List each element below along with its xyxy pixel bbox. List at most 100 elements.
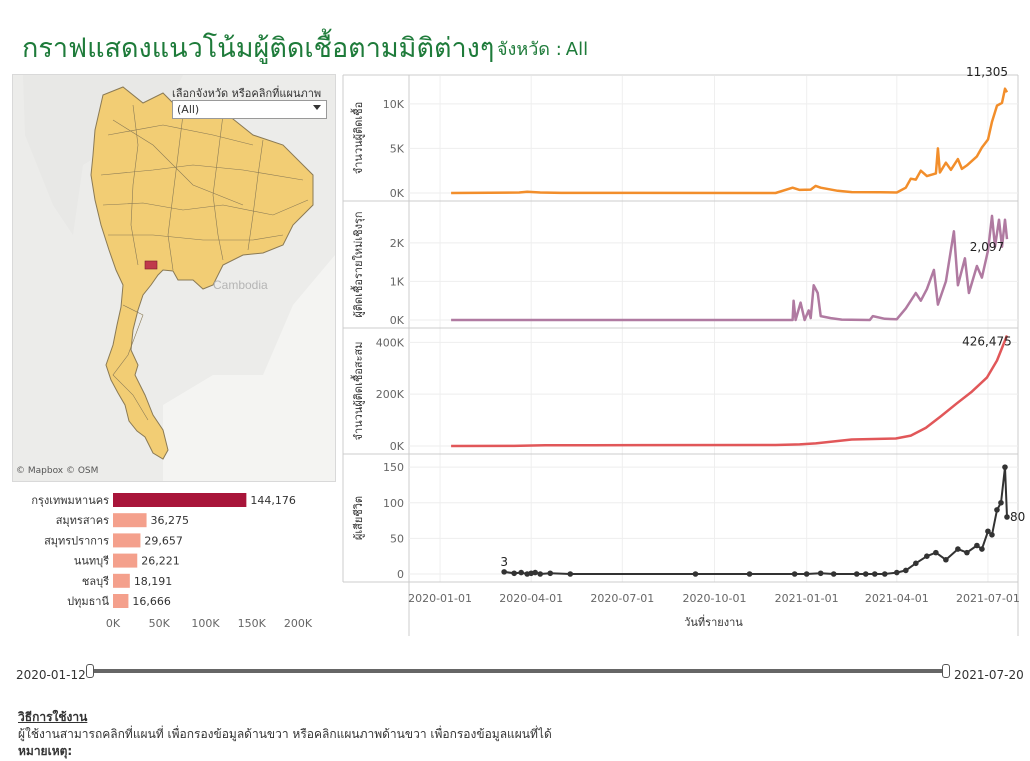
- y-tick-label: 5K: [390, 142, 405, 155]
- bar-category-label: นนทบุรี: [74, 555, 109, 568]
- province-borders: [100, 104, 309, 421]
- bangkok-highlight[interactable]: [144, 260, 158, 270]
- data-point[interactable]: [871, 571, 878, 577]
- province-bar[interactable]: [113, 553, 138, 568]
- end-value-label: 11,305: [966, 65, 1008, 79]
- bar-value-label: 29,657: [144, 534, 183, 547]
- data-point[interactable]: [881, 571, 888, 577]
- usage-title: วิธีการใช้งาน: [18, 710, 88, 724]
- data-point[interactable]: [894, 569, 900, 576]
- data-point[interactable]: [547, 570, 554, 577]
- data-point[interactable]: [933, 549, 939, 556]
- province-bar[interactable]: [113, 513, 147, 528]
- usage-text: ผู้ใช้งานสามารถคลิกที่แผนที่ เพื่อกรองข้…: [18, 727, 552, 741]
- data-point[interactable]: [853, 571, 860, 577]
- data-point[interactable]: [1004, 514, 1010, 520]
- cambodia-label: Cambodia: [213, 278, 268, 292]
- y-tick-label: 50: [390, 532, 404, 545]
- data-point[interactable]: [511, 570, 517, 577]
- data-point[interactable]: [998, 499, 1004, 506]
- series-line[interactable]: [504, 466, 1008, 575]
- y-tick-label: 0: [397, 568, 404, 581]
- data-point[interactable]: [567, 571, 574, 577]
- data-point[interactable]: [532, 569, 539, 576]
- date-range-start-handle[interactable]: [86, 664, 94, 678]
- province-value: All: [565, 39, 589, 60]
- data-point[interactable]: [746, 571, 753, 577]
- trend-line-charts[interactable]: 0K 5K 10K จำนวนผู้ติดเชื้อ 11,305 0K 1K 2K ผู้ติ…: [0, 0, 1030, 640]
- data-point[interactable]: [989, 532, 995, 538]
- y-axis-title: ผู้เสียชีวิต: [352, 496, 365, 540]
- data-point[interactable]: [979, 546, 985, 552]
- province-bar[interactable]: [113, 594, 129, 608]
- data-point[interactable]: [943, 556, 949, 563]
- data-point[interactable]: [924, 553, 930, 559]
- bar-axis-tick: 100K: [191, 617, 220, 630]
- bar-value-label: 144,176: [250, 494, 296, 507]
- y-tick-label: 0K: [390, 314, 405, 327]
- data-point[interactable]: [964, 549, 970, 556]
- y-tick-label: 100: [383, 497, 404, 510]
- bar-value-label: 16,666: [132, 595, 171, 608]
- series-line[interactable]: [451, 335, 1009, 448]
- start-value-label: 3: [500, 555, 508, 569]
- y-tick-label: 0K: [390, 187, 405, 200]
- bar-axis-tick: 200K: [284, 617, 313, 630]
- bar-axis-tick: 150K: [238, 617, 267, 630]
- map-panel[interactable]: Cambodia: [12, 74, 336, 482]
- thailand-map[interactable]: Cambodia: [13, 75, 335, 481]
- series-line[interactable]: [451, 87, 1009, 195]
- province-bar[interactable]: [113, 533, 141, 548]
- x-tick-label: 2021-04-01: [865, 592, 929, 605]
- bar-category-label: ปทุมธานี: [67, 595, 109, 608]
- x-tick-label: 2020-04-01: [499, 592, 563, 605]
- date-range-track[interactable]: [90, 669, 946, 673]
- map-attribution: © Mapbox © OSM: [16, 466, 99, 476]
- province-filter-value: (All): [177, 103, 200, 116]
- chart-frames: [342, 74, 1019, 636]
- series-line[interactable]: [451, 214, 1009, 322]
- province-bar[interactable]: [113, 573, 130, 588]
- data-point[interactable]: [692, 571, 699, 577]
- province-filter-dropdown[interactable]: (All): [172, 100, 327, 119]
- date-range-end-handle[interactable]: [942, 664, 950, 678]
- bar-axis-tick: 50K: [149, 617, 171, 630]
- data-point[interactable]: [518, 569, 524, 576]
- data-point[interactable]: [913, 560, 919, 567]
- y-tick-label: 1K: [390, 275, 405, 288]
- data-point[interactable]: [955, 546, 961, 552]
- data-point[interactable]: [537, 571, 544, 577]
- y-tick-label: 150: [383, 461, 404, 474]
- bar-value-label: 18,191: [134, 575, 173, 588]
- data-point[interactable]: [903, 567, 909, 574]
- x-tick-label: 2021-01-01: [775, 592, 839, 605]
- date-range-end: 2021-07-20: [954, 668, 1024, 682]
- y-axis-title: จำนวนผู้ติดเชื้อสะสม: [350, 342, 365, 441]
- y-tick-label: 0K: [390, 440, 405, 453]
- map-filter-label: เลือกจังหวัด หรือคลิกที่แผนภาพ: [172, 87, 322, 100]
- x-tick-label: 2020-07-01: [590, 592, 654, 605]
- bar-category-label: ชลบุรี: [82, 575, 109, 588]
- data-point[interactable]: [985, 528, 991, 535]
- note-title: หมายเหตุ:: [18, 744, 73, 758]
- data-point[interactable]: [862, 571, 869, 577]
- bar-axis-tick: 0K: [106, 617, 121, 630]
- x-tick-label: 2021-07-01: [956, 592, 1020, 605]
- data-point[interactable]: [803, 571, 810, 577]
- data-point[interactable]: [817, 570, 824, 577]
- province-indicator: จังหวัด : All: [497, 34, 588, 63]
- province-bar-chart[interactable]: กรุงเทพมหานคร 144,176 สมุทรสาคร 36,275 สมุทร…: [0, 0, 340, 640]
- data-point[interactable]: [501, 569, 507, 575]
- data-point[interactable]: [791, 571, 798, 577]
- data-point[interactable]: [1002, 464, 1008, 470]
- x-tick-label: 2020-10-01: [683, 592, 747, 605]
- chevron-down-icon[interactable]: [313, 105, 321, 110]
- data-point[interactable]: [830, 571, 837, 577]
- date-range-start: 2020-01-12: [16, 668, 86, 682]
- data-point[interactable]: [994, 507, 1000, 513]
- x-tick-label: 2020-01-01: [408, 592, 472, 605]
- province-bar[interactable]: [113, 493, 247, 507]
- end-value-label: 2,097: [970, 240, 1004, 254]
- y-tick-label: 200K: [376, 388, 405, 401]
- data-point[interactable]: [974, 542, 980, 549]
